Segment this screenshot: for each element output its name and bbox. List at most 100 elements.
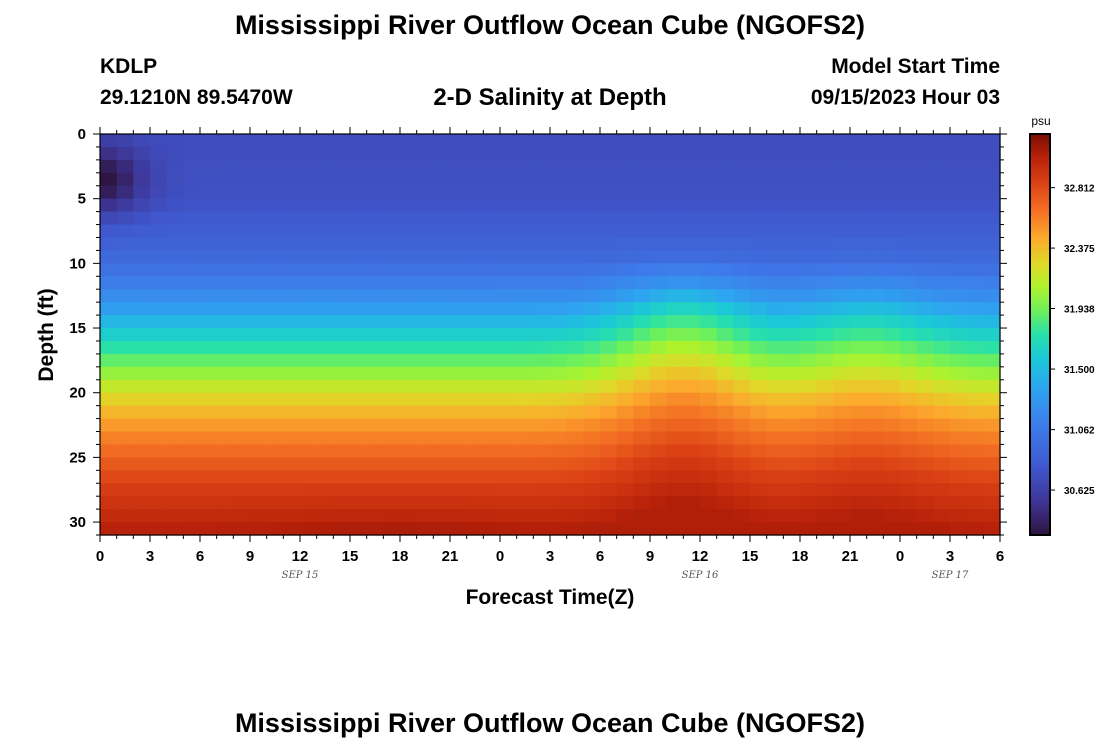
heatmap-cell bbox=[316, 159, 334, 174]
heatmap-cell bbox=[183, 185, 201, 200]
heatmap-cell bbox=[900, 444, 918, 458]
heatmap-cell bbox=[300, 418, 318, 433]
heatmap-cell bbox=[883, 509, 901, 523]
heatmap-cell bbox=[566, 418, 584, 433]
heatmap-cell bbox=[616, 366, 634, 381]
heatmap-cell bbox=[483, 289, 501, 303]
heatmap-cell bbox=[400, 302, 418, 316]
chart-title: Mississippi River Outflow Ocean Cube (NG… bbox=[234, 10, 866, 40]
heatmap-cell bbox=[383, 392, 401, 407]
heatmap-cell bbox=[816, 444, 834, 458]
heatmap-cell bbox=[383, 159, 401, 174]
heatmap-cell bbox=[366, 224, 384, 239]
heatmap-cell bbox=[366, 496, 384, 510]
heatmap-cell bbox=[616, 302, 634, 316]
heatmap-cell bbox=[866, 353, 884, 368]
heatmap-cell bbox=[733, 470, 751, 484]
heatmap-cell bbox=[500, 276, 518, 290]
heatmap-cell bbox=[316, 263, 334, 277]
heatmap-cell bbox=[916, 444, 934, 458]
heatmap-cell bbox=[800, 146, 818, 161]
heatmap-cell bbox=[933, 509, 951, 523]
heatmap-cell bbox=[283, 496, 301, 510]
heatmap-cell bbox=[550, 379, 568, 394]
heatmap-cell bbox=[683, 379, 701, 394]
heatmap-cell bbox=[483, 431, 501, 446]
heatmap-cell bbox=[633, 289, 651, 303]
heatmap-cell bbox=[733, 159, 751, 174]
heatmap-cell bbox=[233, 353, 251, 368]
heatmap-cell bbox=[900, 146, 918, 161]
heatmap-cell bbox=[966, 470, 984, 484]
heatmap-cell bbox=[633, 198, 651, 213]
heatmap-cell bbox=[533, 198, 551, 213]
heatmap-cell bbox=[150, 198, 168, 213]
heatmap-cell bbox=[700, 366, 718, 381]
heatmap-cell bbox=[850, 522, 868, 536]
heatmap-cell bbox=[583, 379, 601, 394]
heatmap-cell bbox=[700, 172, 718, 187]
heatmap-cell bbox=[433, 198, 451, 213]
heatmap-cell bbox=[266, 353, 284, 368]
heatmap-cell bbox=[566, 263, 584, 277]
heatmap-cell bbox=[566, 366, 584, 381]
heatmap-cell bbox=[466, 159, 484, 174]
heatmap-cell bbox=[933, 431, 951, 446]
heatmap-cell bbox=[283, 431, 301, 446]
heatmap-cell bbox=[300, 457, 318, 471]
heatmap-cell bbox=[666, 444, 684, 458]
heatmap-cell bbox=[200, 353, 218, 368]
heatmap-cell bbox=[233, 496, 251, 510]
heatmap-cell bbox=[800, 276, 818, 290]
heatmap-cell bbox=[366, 457, 384, 471]
heatmap-cell bbox=[850, 159, 868, 174]
heatmap-cell bbox=[866, 276, 884, 290]
heatmap-cell bbox=[966, 276, 984, 290]
heatmap-cell bbox=[800, 224, 818, 239]
heatmap-cell bbox=[333, 509, 351, 523]
heatmap-cell bbox=[316, 146, 334, 161]
heatmap-cell bbox=[450, 340, 468, 355]
heatmap-cell bbox=[300, 379, 318, 394]
heatmap-cell bbox=[150, 444, 168, 458]
x-tick-label: 0 bbox=[896, 548, 904, 565]
heatmap-cell bbox=[633, 172, 651, 187]
heatmap-cell bbox=[250, 405, 268, 420]
heatmap-cell bbox=[466, 340, 484, 355]
heatmap-cell bbox=[550, 366, 568, 381]
heatmap-cell bbox=[733, 405, 751, 420]
heatmap-cell bbox=[916, 302, 934, 316]
heatmap-cell bbox=[566, 211, 584, 226]
heatmap-cell bbox=[566, 522, 584, 536]
heatmap-cell bbox=[983, 198, 1001, 213]
heatmap-cell bbox=[366, 509, 384, 523]
heatmap-cell bbox=[550, 392, 568, 407]
heatmap-cell bbox=[516, 392, 534, 407]
heatmap-cell bbox=[766, 224, 784, 239]
heatmap-cell bbox=[316, 172, 334, 187]
heatmap-cell bbox=[833, 263, 851, 277]
heatmap-cell bbox=[216, 276, 234, 290]
heatmap-cell bbox=[600, 224, 618, 239]
heatmap-cell bbox=[833, 224, 851, 239]
heatmap-cell bbox=[933, 483, 951, 497]
heatmap-cell bbox=[583, 211, 601, 226]
heatmap-cell bbox=[550, 340, 568, 355]
heatmap-cell bbox=[200, 146, 218, 161]
heatmap-cell bbox=[500, 159, 518, 174]
heatmap-cell bbox=[100, 185, 118, 200]
heatmap-cell bbox=[866, 328, 884, 342]
heatmap-cell bbox=[483, 198, 501, 213]
heatmap-cell bbox=[683, 172, 701, 187]
heatmap-cell bbox=[166, 315, 184, 329]
heatmap-cell bbox=[133, 211, 151, 226]
heatmap-cell bbox=[450, 250, 468, 264]
heatmap-cell bbox=[283, 185, 301, 200]
heatmap-cell bbox=[783, 457, 801, 471]
heatmap-cell bbox=[483, 250, 501, 264]
heatmap-cell bbox=[783, 353, 801, 368]
heatmap-cell bbox=[116, 250, 134, 264]
heatmap-cell bbox=[783, 418, 801, 433]
heatmap-cell bbox=[133, 353, 151, 368]
